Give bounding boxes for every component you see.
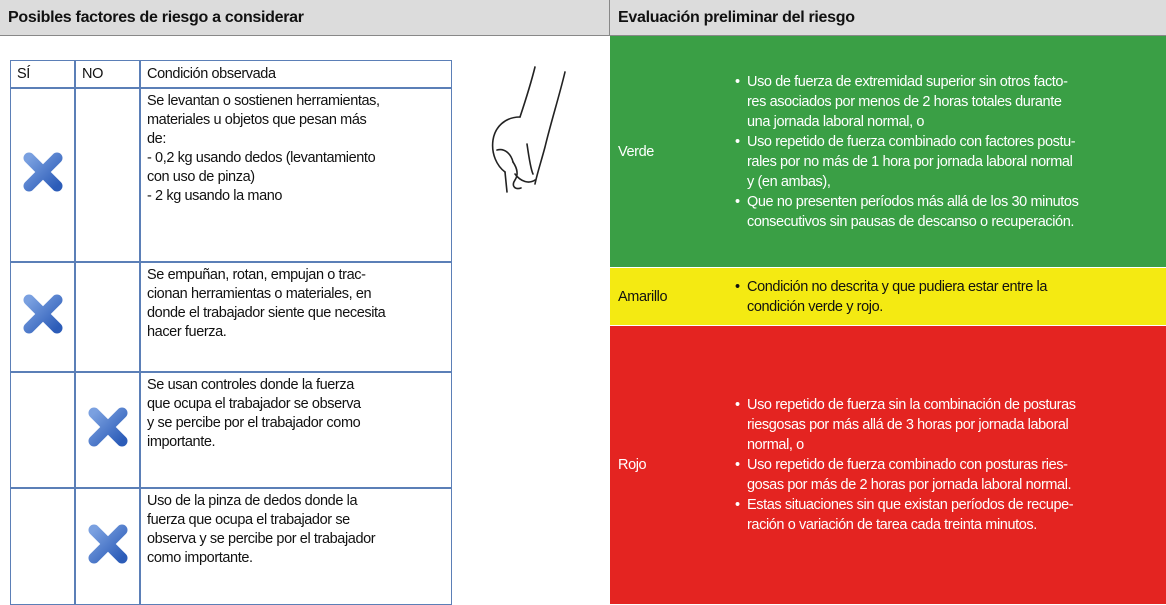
bullet: Uso de fuerza de extremidad superior sin… — [735, 72, 1166, 132]
condition-line: donde el trabajador siente que necesita — [147, 305, 386, 321]
column-header: NO — [75, 60, 140, 88]
check-cell — [10, 372, 75, 488]
bullet-line: condición verde y rojo. — [747, 298, 883, 315]
bullet-line: una jornada laboral normal, o — [747, 113, 925, 130]
condition-line: que ocupa el trabajador se observa — [147, 396, 361, 412]
condition-cell: Uso de la pinza de dedos donde la fuerza … — [140, 488, 452, 605]
condition-line: Se empuñan, rotan, empujan o trac- — [147, 267, 366, 283]
check-cell — [75, 88, 140, 262]
condition-line: materiales u objetos que pesan más — [147, 112, 367, 128]
bullet-line: Uso de fuerza de extremidad superior sin… — [747, 73, 1068, 90]
risk-level: Amarillo Condición no descrita y que pudi… — [610, 268, 1166, 326]
risk-level: Verde Uso de fuerza de extremidad superio… — [610, 36, 1166, 268]
check-cell — [75, 488, 140, 605]
bullet: Uso repetido de fuerza combinado con pos… — [735, 455, 1166, 495]
bullet-line: consecutivos sin pausas de descanso o re… — [747, 213, 1075, 230]
risk-text: Condición no descrita y que pudiera esta… — [735, 277, 1166, 317]
bullet: Uso repetido de fuerza combinado con fac… — [735, 132, 1166, 192]
check-cell — [10, 88, 75, 262]
bullet: Condición no descrita y que pudiera esta… — [735, 277, 1166, 317]
risk-text: Uso repetido de fuerza sin la combinació… — [735, 395, 1166, 535]
bullet-line: Estas situaciones sin que existan períod… — [747, 497, 1074, 513]
bullet-line: gosas por más de 2 horas por jornada lab… — [747, 477, 1072, 493]
right-title: Evaluación preliminar del riesgo — [610, 0, 1166, 36]
condition-line: Uso de la pinza de dedos donde la — [147, 493, 358, 509]
bullet-line: Uso repetido de fuerza sin la combinació… — [747, 397, 1076, 413]
condition-line: fuerza que ocupa el trabajador se — [147, 512, 350, 528]
risk-label: Amarillo — [618, 288, 668, 305]
condition-cell: Se usan controles donde la fuerza que ocu… — [140, 372, 452, 488]
condition-line: - 0,2 kg usando dedos (levantamiento — [147, 150, 376, 166]
bullet-line: ración o variación de tarea cada treinta… — [747, 517, 1037, 533]
condition-line: con uso de pinza) — [147, 169, 255, 185]
condition-line: - 2 kg usando la mano — [147, 188, 283, 204]
condition-line: de: — [147, 131, 166, 147]
condition-line: hacer fuerza. — [147, 324, 227, 340]
check-cell — [75, 262, 140, 372]
condition-line: cionan herramientas o materiales, en — [147, 286, 372, 302]
column-header: SÍ — [10, 60, 75, 88]
left-title: Posibles factores de riesgo a considerar — [0, 0, 610, 36]
bullet: Estas situaciones sin que existan períod… — [735, 495, 1166, 535]
check-cell — [75, 372, 140, 488]
condition-cell: Se levantan o sostienen herramientas, mat… — [140, 88, 452, 262]
bullet-line: normal, o — [747, 437, 804, 453]
condition-line: observa y se percibe por el trabajador — [147, 531, 376, 547]
check-cell — [10, 262, 75, 372]
risk-level: Rojo Uso repetido de fuerza sin la combin… — [610, 326, 1166, 605]
bullet-line: Que no presenten períodos más allá de lo… — [747, 193, 1079, 210]
condition-line: Se usan controles donde la fuerza — [147, 377, 354, 393]
condition-line: Se levantan o sostienen herramientas, — [147, 93, 380, 109]
condition-line: como importante. — [147, 550, 253, 566]
column-header: Condición observada — [140, 60, 452, 88]
condition-line: y se percibe por el trabajador como — [147, 415, 361, 431]
bullet-line: riesgosas por más allá de 3 horas por jo… — [747, 417, 1069, 433]
check-cell — [10, 488, 75, 605]
bullet-line: Condición no descrita y que pudiera esta… — [747, 278, 1047, 295]
x-mark — [86, 405, 130, 455]
bullet-line: Uso repetido de fuerza combinado con pos… — [747, 457, 1068, 473]
risk-label: Rojo — [618, 457, 647, 473]
bullet-line: y (en ambas), — [747, 173, 831, 190]
hand-illustration — [491, 66, 566, 193]
bullet-line: rales por no más de 1 hora por jornada l… — [747, 153, 1073, 170]
condition-line: importante. — [147, 434, 216, 450]
bullet: Que no presenten períodos más allá de lo… — [735, 192, 1166, 232]
risk-label: Verde — [618, 143, 654, 160]
x-mark — [21, 150, 65, 200]
bullet-line: Uso repetido de fuerza combinado con fac… — [747, 133, 1076, 150]
bullet-line: res asociados por menos de 2 horas total… — [747, 93, 1062, 110]
x-mark — [21, 292, 65, 342]
x-mark — [86, 522, 130, 572]
condition-cell: Se empuñan, rotan, empujan o trac-cionan… — [140, 262, 452, 372]
risk-text: Uso de fuerza de extremidad superior sin… — [735, 72, 1166, 232]
bullet: Uso repetido de fuerza sin la combinació… — [735, 395, 1166, 455]
